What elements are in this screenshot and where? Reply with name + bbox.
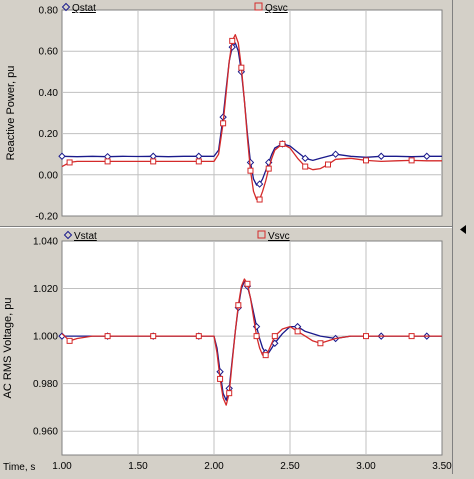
data-point-vsvc xyxy=(253,333,260,340)
legend-vstat-label[interactable]: Vstat xyxy=(74,231,97,242)
data-point-qsvc xyxy=(238,64,245,71)
data-point-qstat xyxy=(423,152,431,160)
data-point-qstat xyxy=(58,152,66,160)
legend-qstat-label[interactable]: Qstat xyxy=(72,3,96,14)
series-line-vsvc xyxy=(61,278,442,406)
data-point-vsvc xyxy=(408,333,415,340)
data-point-qsvc xyxy=(256,196,263,203)
data-point-qsvc xyxy=(104,158,111,165)
data-point-vsvc xyxy=(66,337,73,344)
data-point-vsvc xyxy=(271,333,278,340)
data-point-qsvc xyxy=(363,157,369,164)
x-tick-label: 1.50 xyxy=(128,461,148,472)
legend-vstat-marker xyxy=(63,230,73,240)
data-point-qstat xyxy=(255,180,264,188)
data-point-vsvc xyxy=(150,333,157,340)
data-point-vsvc xyxy=(226,390,233,397)
data-point-vsvc xyxy=(235,302,242,309)
x-tick-label: 1.00 xyxy=(52,461,72,472)
data-point-qsvc xyxy=(408,157,415,164)
data-point-qsvc xyxy=(325,161,331,168)
time-axis-label: Time, s xyxy=(3,462,35,473)
x-tick-label: 3.50 xyxy=(432,461,452,472)
y-tick-label: 1.020 xyxy=(33,284,58,295)
bottom-y-tick-labels: 1.040 1.020 1.000 0.980 0.960 xyxy=(33,237,58,438)
y-tick-label: 0.80 xyxy=(39,6,59,17)
x-tick-labels: 1.00 1.50 2.00 2.50 3.00 3.50 xyxy=(52,461,452,472)
data-point-qsvc xyxy=(220,120,227,127)
legend-qstat-marker xyxy=(61,2,71,12)
top-y-tick-labels: 0.80 0.60 0.40 0.20 0.00 -0.20 xyxy=(35,6,58,223)
data-point-vsvc xyxy=(363,333,369,340)
data-point-qsvc xyxy=(229,37,236,44)
bottom-plot-area xyxy=(61,240,443,456)
data-point-qstat xyxy=(331,150,340,158)
right-scroll-strip[interactable] xyxy=(452,0,474,474)
series-line-qsvc xyxy=(61,34,442,201)
bottom-legend: Vstat Vsvc xyxy=(63,230,290,242)
data-point-vsvc xyxy=(294,328,301,335)
data-point-vsvc xyxy=(317,340,324,347)
data-point-qsvc xyxy=(302,163,309,170)
top-series xyxy=(58,34,442,203)
data-point-vsvc xyxy=(217,375,224,382)
y-tick-label: 0.20 xyxy=(39,129,59,140)
x-tick-label: 2.00 xyxy=(204,461,224,472)
legend-vsvc-label[interactable]: Vsvc xyxy=(268,231,290,242)
data-point-qstat xyxy=(301,154,309,163)
bottom-y-axis-label: AC RMS Voltage, pu xyxy=(2,298,14,399)
y-tick-label: 0.980 xyxy=(33,379,58,390)
legend-qsvc-marker xyxy=(254,2,263,11)
y-tick-label: 0.00 xyxy=(39,170,59,181)
y-tick-label: 0.40 xyxy=(39,88,59,99)
top-y-axis-label: Reactive Power, pu xyxy=(5,66,17,161)
data-point-qsvc xyxy=(279,140,286,147)
data-point-qsvc xyxy=(195,158,202,165)
x-tick-label: 3.00 xyxy=(356,461,376,472)
legend-qsvc-label[interactable]: Qsvc xyxy=(265,3,288,14)
x-tick-label: 2.50 xyxy=(280,461,300,472)
data-point-vsvc xyxy=(195,333,202,340)
expand-left-arrow-icon[interactable] xyxy=(460,225,466,234)
data-point-qsvc xyxy=(247,167,254,174)
y-tick-label: 0.960 xyxy=(33,427,58,438)
data-point-vsvc xyxy=(244,280,251,287)
data-point-qsvc xyxy=(66,159,73,166)
y-tick-label: 0.60 xyxy=(39,47,59,58)
top-grid xyxy=(62,10,442,216)
data-point-vsvc xyxy=(262,352,269,359)
data-point-qsvc xyxy=(265,165,272,172)
y-tick-label: 1.000 xyxy=(33,332,58,343)
legend-vsvc-marker xyxy=(257,230,266,239)
y-tick-label: 1.040 xyxy=(33,237,58,248)
bottom-series xyxy=(58,278,442,406)
data-point-qstat xyxy=(377,152,385,160)
top-legend: Qstat Qsvc xyxy=(61,2,288,14)
data-point-qsvc xyxy=(150,158,157,165)
y-tick-label: -0.20 xyxy=(35,212,58,223)
data-point-vsvc xyxy=(104,333,111,340)
